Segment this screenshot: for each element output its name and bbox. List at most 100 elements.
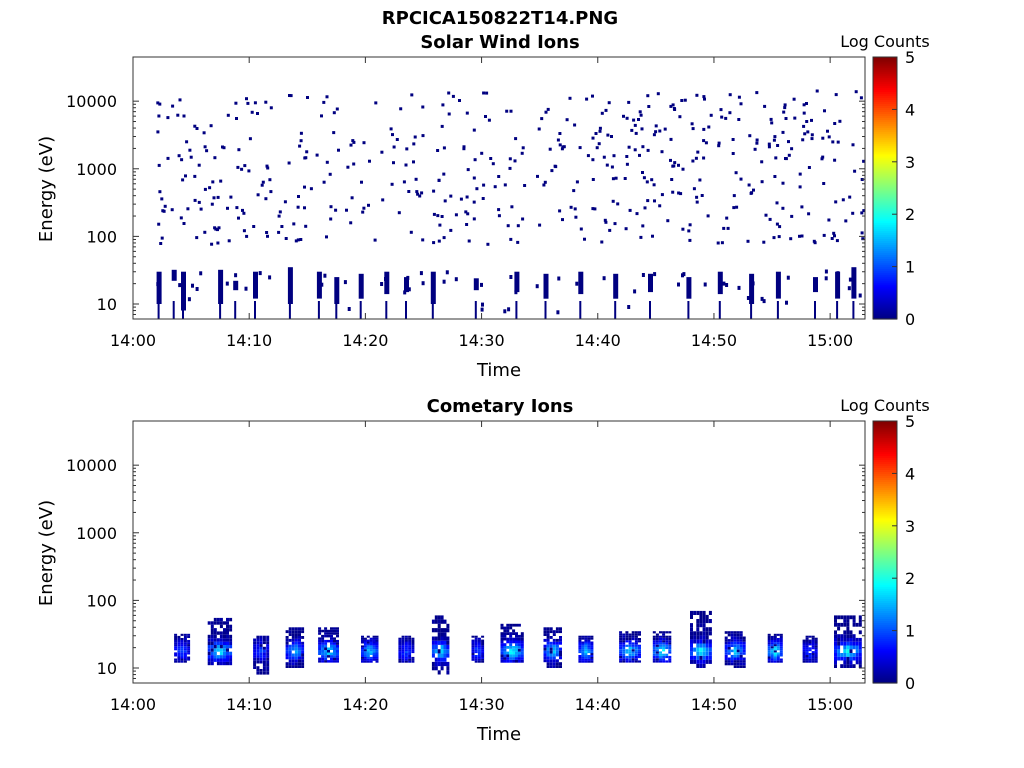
count-column-low xyxy=(836,301,839,319)
count-cell xyxy=(256,666,260,669)
count-cell xyxy=(438,223,442,227)
colorbar-swatch xyxy=(873,469,897,472)
colorbar-swatch xyxy=(873,87,897,90)
count-cell xyxy=(655,653,659,656)
count-cell xyxy=(481,197,485,200)
count-cell xyxy=(552,647,556,651)
count-cell xyxy=(223,655,226,659)
colorbar-swatch xyxy=(873,423,897,426)
count-cell xyxy=(182,222,186,225)
count-cell xyxy=(375,647,379,650)
count-cell xyxy=(256,652,260,656)
count-cell xyxy=(693,639,697,644)
count-cell xyxy=(506,637,510,641)
count-cell xyxy=(814,643,818,646)
count-cell xyxy=(516,240,520,244)
count-cell xyxy=(578,637,582,640)
colorbar-swatch xyxy=(873,194,897,197)
count-cell xyxy=(162,209,166,213)
count-cell xyxy=(221,145,224,149)
count-cell xyxy=(288,94,291,97)
count-cell xyxy=(627,145,631,149)
count-cell xyxy=(619,658,623,661)
count-cell xyxy=(481,639,485,642)
colorbar-swatch xyxy=(873,107,897,110)
count-cell xyxy=(216,641,220,645)
count-cell xyxy=(849,649,853,653)
count-cell xyxy=(517,654,521,658)
colorbar-swatch xyxy=(873,652,897,656)
count-cell xyxy=(513,159,517,163)
count-cell xyxy=(505,109,509,113)
count-cell xyxy=(213,621,217,625)
x-tick-label: 14:40 xyxy=(575,695,621,714)
count-cell xyxy=(581,647,585,650)
count-cell xyxy=(739,652,743,655)
count-cell xyxy=(702,610,706,615)
count-cell xyxy=(213,655,217,659)
count-cell xyxy=(471,643,475,646)
count-cell xyxy=(174,635,178,638)
count-cell xyxy=(832,231,836,235)
count-cell xyxy=(776,648,780,651)
count-cell xyxy=(321,647,325,650)
count-cell xyxy=(411,647,415,650)
count-cell xyxy=(366,649,370,652)
count-cell xyxy=(375,658,379,661)
count-cell xyxy=(361,210,365,214)
count-cell xyxy=(584,649,588,652)
count-cell xyxy=(207,641,211,645)
count-cell xyxy=(840,634,844,638)
count-cell xyxy=(775,201,779,205)
x-tick-label: 14:10 xyxy=(226,331,272,350)
colorbar-swatch xyxy=(873,523,897,527)
count-cell xyxy=(265,164,269,168)
count-cell xyxy=(736,639,740,642)
count-cell xyxy=(351,139,355,143)
count-cell xyxy=(485,91,489,95)
count-cell xyxy=(474,647,478,650)
count-cell xyxy=(834,200,838,204)
count-cell xyxy=(266,669,270,672)
count-cell xyxy=(802,643,806,646)
count-cell xyxy=(369,647,373,650)
count-cell xyxy=(327,639,330,643)
count-cell xyxy=(702,127,706,131)
count-cell xyxy=(659,646,662,650)
count-cell xyxy=(262,646,266,650)
count-cell xyxy=(253,649,257,653)
count-cell xyxy=(301,630,305,634)
count-cell xyxy=(846,622,850,627)
count-cell xyxy=(471,635,475,638)
count-cell xyxy=(672,107,676,110)
colorbar-swatch xyxy=(873,467,897,470)
colorbar-tick-label: 3 xyxy=(905,153,915,172)
count-cell xyxy=(802,649,806,652)
count-cell xyxy=(546,650,550,654)
count-cell xyxy=(843,615,847,620)
colorbar-swatch xyxy=(873,280,897,284)
count-cell xyxy=(180,640,184,643)
count-cell xyxy=(443,661,447,667)
colorbar-swatch xyxy=(873,304,897,308)
colorbar-swatch xyxy=(873,202,897,205)
count-cell xyxy=(840,615,844,620)
count-cell xyxy=(696,635,700,640)
count-cell xyxy=(787,140,790,144)
count-cell xyxy=(262,671,266,675)
count-cell xyxy=(213,648,217,652)
count-cell xyxy=(655,660,659,663)
count-cell xyxy=(755,141,759,145)
count-cell xyxy=(702,643,706,648)
count-cell xyxy=(219,621,223,625)
count-cell xyxy=(708,655,712,660)
count-cell xyxy=(481,302,484,307)
colorbar-swatch xyxy=(873,81,897,84)
count-cell xyxy=(253,652,257,656)
colorbar-swatch xyxy=(873,433,897,436)
count-cell xyxy=(584,651,588,654)
count-cell xyxy=(187,297,191,302)
count-cell xyxy=(622,114,625,118)
colorbar-swatch xyxy=(873,230,897,233)
count-cell xyxy=(852,615,856,620)
